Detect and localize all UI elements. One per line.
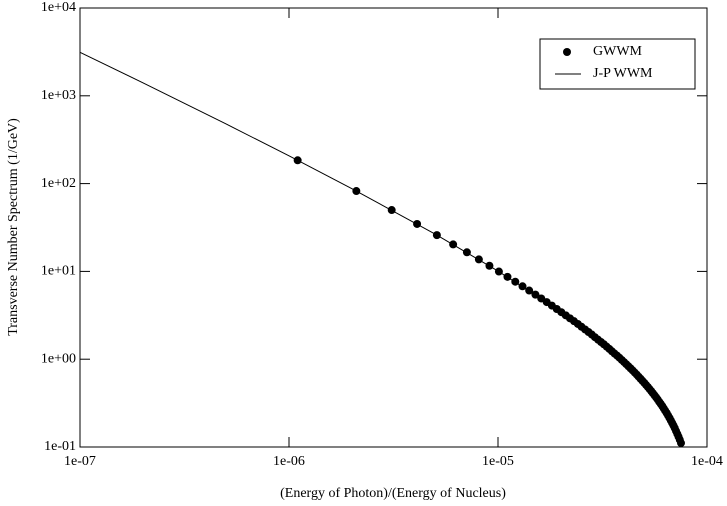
plot-frame: [79, 7, 708, 448]
point: [525, 286, 534, 295]
point: [494, 267, 503, 276]
point: [503, 272, 512, 281]
point: [387, 206, 396, 215]
point: [352, 187, 361, 196]
y-tick-label: 1e+02: [41, 176, 76, 191]
line: [79, 51, 683, 447]
legend-box: [539, 38, 696, 90]
point: [511, 277, 520, 286]
point: [413, 219, 422, 228]
point: [518, 282, 527, 291]
point: [449, 240, 458, 249]
y-axis-label: Transverse Number Spectrum (1/GeV): [6, 118, 21, 336]
point: [531, 290, 540, 299]
legend-label: J-P WWM: [593, 66, 653, 81]
x-tick-label: 1e-04: [691, 454, 723, 469]
x-axis-label: (Energy of Photon)/(Energy of Nucleus): [280, 486, 506, 501]
x-tick-label: 1e-05: [482, 454, 514, 469]
x-tick-label: 1e-07: [64, 454, 96, 469]
y-tick-label: 1e+00: [41, 351, 76, 366]
point: [474, 255, 483, 264]
y-tick-label: 1e+04: [41, 0, 76, 15]
point: [293, 156, 302, 165]
point: [677, 439, 686, 448]
x-tick-label: 1e-06: [273, 454, 305, 469]
legend-marker: [563, 48, 571, 56]
y-tick-label: 1e+03: [41, 88, 76, 103]
point: [485, 261, 494, 270]
point: [432, 231, 441, 240]
point: [462, 248, 471, 257]
legend-label: GWWM: [593, 44, 643, 59]
y-tick-label: 1e+01: [41, 264, 76, 279]
y-tick-label: 1e-01: [44, 439, 76, 454]
